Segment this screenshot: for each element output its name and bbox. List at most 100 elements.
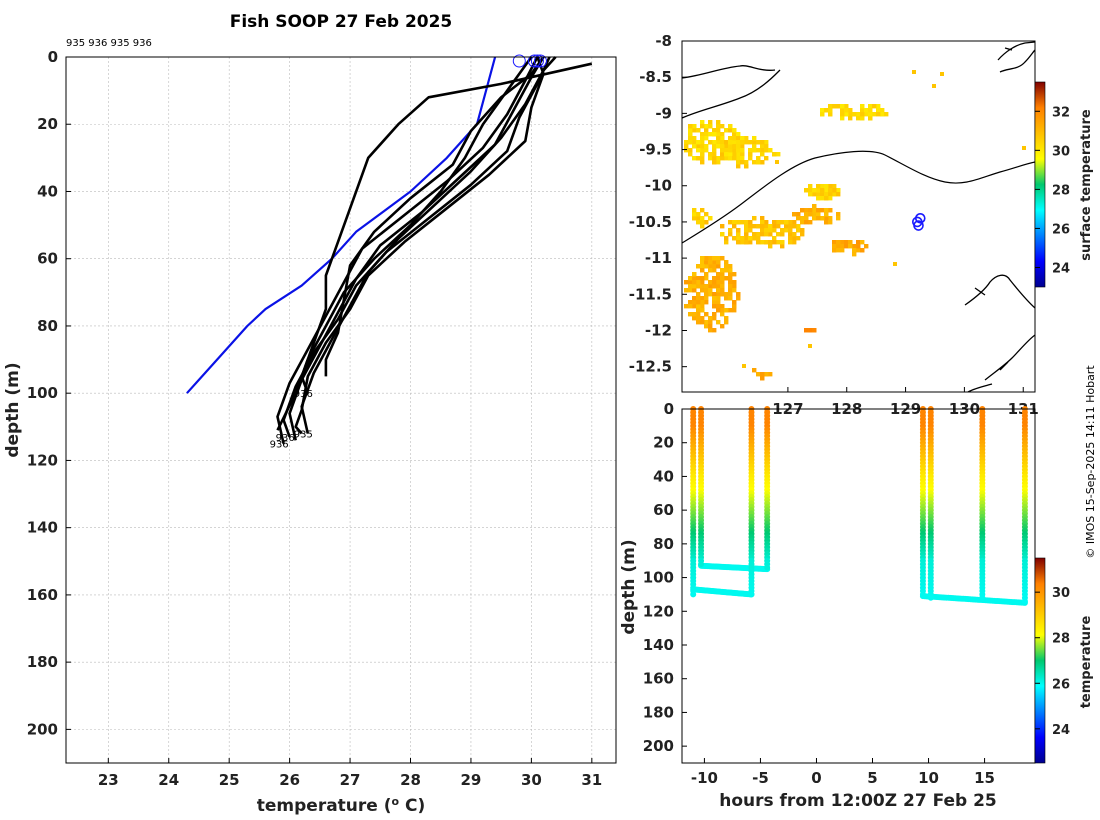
sst-pixel bbox=[832, 240, 837, 245]
sst-pixel bbox=[736, 140, 741, 145]
sst-pixel bbox=[692, 124, 697, 129]
sst-pixel bbox=[776, 232, 781, 237]
sst-pixel bbox=[736, 236, 741, 241]
sst-pixel bbox=[708, 156, 713, 161]
sst-pixel bbox=[692, 216, 697, 221]
sst-pixel bbox=[724, 140, 729, 145]
sst-pixel bbox=[792, 220, 797, 225]
sst-pixel bbox=[856, 248, 861, 253]
sst-pixel bbox=[752, 136, 757, 141]
sst-pixel bbox=[712, 280, 717, 285]
sst-pixel bbox=[732, 284, 737, 289]
sst-pixel bbox=[720, 232, 725, 237]
sst-pixel bbox=[688, 280, 693, 285]
sst-pixel bbox=[836, 216, 841, 221]
y-tick-label: 20 bbox=[37, 115, 58, 133]
sst-pixel bbox=[832, 188, 837, 193]
sst-pixel bbox=[808, 192, 813, 197]
sst-pixel bbox=[700, 284, 705, 289]
sst-pixel bbox=[828, 112, 833, 117]
sst-pixel bbox=[708, 260, 713, 265]
sst-pixel bbox=[716, 260, 721, 265]
climatology-line bbox=[186, 56, 497, 394]
sst-pixel bbox=[744, 236, 749, 241]
sst-pixel bbox=[740, 140, 745, 145]
sst-pixel bbox=[704, 148, 709, 153]
sst-pixel bbox=[736, 164, 741, 169]
sst-pixel bbox=[728, 292, 733, 297]
profile-id-label: 936 bbox=[270, 440, 289, 451]
sst-pixel bbox=[696, 296, 701, 301]
section-x-tick-label: -5 bbox=[752, 769, 769, 787]
sst-pixel bbox=[712, 128, 717, 133]
sst-pixel bbox=[772, 240, 777, 245]
sst-pixel bbox=[732, 288, 737, 293]
sst-pixel bbox=[848, 108, 853, 113]
sst-pixel bbox=[696, 316, 701, 321]
sst-pixel bbox=[724, 292, 729, 297]
sst-pixel bbox=[752, 160, 757, 165]
x-tick-label: 29 bbox=[461, 771, 482, 789]
sst-pixel bbox=[816, 184, 821, 189]
sst-pixel bbox=[748, 140, 753, 145]
sst-pixel bbox=[756, 372, 761, 377]
sst-pixel bbox=[736, 132, 741, 137]
sst-pixel bbox=[728, 136, 733, 141]
sst-pixel bbox=[840, 240, 845, 245]
surface-marker bbox=[530, 54, 544, 68]
sst-pixel bbox=[792, 212, 797, 217]
sst-pixel bbox=[740, 240, 745, 245]
sst-pixel bbox=[716, 280, 721, 285]
sst-pixel bbox=[692, 284, 697, 289]
sst-pixel bbox=[736, 152, 741, 157]
sst-pixel bbox=[824, 208, 829, 213]
sst-pixel bbox=[780, 240, 785, 245]
sst-pixel bbox=[716, 128, 721, 133]
sst-pixel bbox=[804, 216, 809, 221]
cast-point bbox=[927, 594, 934, 601]
sst-pixel bbox=[744, 240, 749, 245]
sst-pixel bbox=[708, 152, 713, 157]
sst-pixel bbox=[884, 112, 889, 117]
sst-pixel bbox=[692, 304, 697, 309]
section-y-tick-label: 140 bbox=[643, 636, 674, 654]
cast-point bbox=[748, 591, 755, 598]
sst-pixel bbox=[700, 140, 705, 145]
sst-pixel bbox=[684, 140, 689, 145]
sst-pixel bbox=[760, 148, 765, 153]
sst-pixel bbox=[864, 112, 869, 117]
sst-pixel bbox=[684, 288, 689, 293]
sst-pixel bbox=[740, 152, 745, 157]
sst-pixel bbox=[704, 312, 709, 317]
sst-pixel bbox=[728, 228, 733, 233]
profile-id-label: 936 bbox=[276, 433, 295, 444]
sst-pixel bbox=[720, 152, 725, 157]
sst-pixel bbox=[844, 104, 849, 109]
sst-pixel bbox=[940, 72, 944, 76]
sst-pixel bbox=[712, 268, 717, 273]
sst-pixel bbox=[692, 288, 697, 293]
sst-pixel bbox=[732, 140, 737, 145]
sst-pixel bbox=[760, 140, 765, 145]
sst-pixel bbox=[712, 256, 717, 261]
sst-pixel bbox=[704, 264, 709, 269]
sst-pixel bbox=[836, 212, 841, 217]
sst-pixel bbox=[780, 220, 785, 225]
sst-pixel bbox=[700, 132, 705, 137]
sst-pixel bbox=[720, 156, 725, 161]
sst-pixel bbox=[732, 308, 737, 313]
sst-pixel bbox=[828, 220, 833, 225]
sst-pixel bbox=[724, 144, 729, 149]
sst-pixel bbox=[732, 304, 737, 309]
sst-pixel bbox=[880, 112, 885, 117]
sst-pixel bbox=[724, 308, 729, 313]
sst-pixel bbox=[736, 228, 741, 233]
sst-pixel bbox=[836, 104, 841, 109]
map-y-tick-label: -10 bbox=[645, 177, 672, 195]
sst-pixel bbox=[836, 192, 841, 197]
sst-pixel bbox=[764, 144, 769, 149]
sst-pixel bbox=[856, 240, 861, 245]
sst-pixel bbox=[760, 160, 765, 165]
sst-pixel bbox=[844, 240, 849, 245]
